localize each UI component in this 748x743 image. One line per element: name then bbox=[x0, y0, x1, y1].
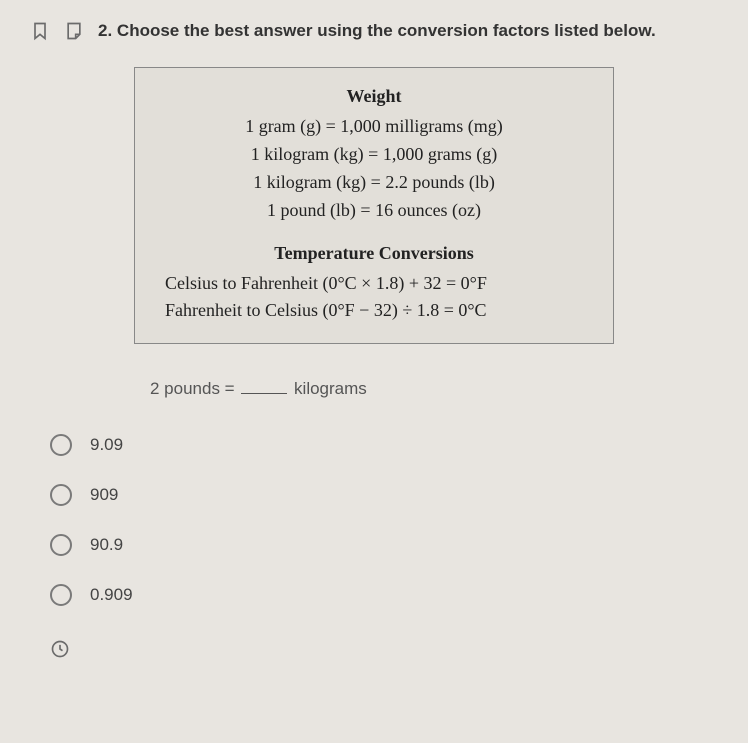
question-prompt-text: Choose the best answer using the convers… bbox=[117, 21, 656, 40]
note-icon[interactable] bbox=[64, 20, 84, 42]
fill-suffix: kilograms bbox=[289, 379, 366, 398]
fill-in-question: 2 pounds = kilograms bbox=[150, 379, 718, 399]
bookmark-icon[interactable] bbox=[30, 20, 50, 42]
question-number: 2. bbox=[98, 21, 112, 40]
weight-line: 1 kilogram (kg) = 1,000 grams (g) bbox=[157, 141, 591, 169]
option-label: 0.909 bbox=[90, 585, 133, 605]
temp-line: Celsius to Fahrenheit (0°C × 1.8) + 32 =… bbox=[157, 270, 591, 298]
radio-icon[interactable] bbox=[50, 484, 72, 506]
question-prompt: 2. Choose the best answer using the conv… bbox=[98, 21, 656, 41]
option-a[interactable]: 9.09 bbox=[50, 434, 718, 456]
answer-options: 9.09 909 90.9 0.909 bbox=[50, 434, 718, 606]
option-label: 9.09 bbox=[90, 435, 123, 455]
weight-line: 1 gram (g) = 1,000 milligrams (mg) bbox=[157, 113, 591, 141]
radio-icon[interactable] bbox=[50, 584, 72, 606]
weight-line: 1 kilogram (kg) = 2.2 pounds (lb) bbox=[157, 169, 591, 197]
radio-icon[interactable] bbox=[50, 434, 72, 456]
fill-prefix: 2 pounds = bbox=[150, 379, 239, 398]
blank-line bbox=[241, 393, 287, 394]
weight-title: Weight bbox=[157, 86, 591, 107]
clock-icon[interactable] bbox=[50, 639, 70, 659]
option-label: 90.9 bbox=[90, 535, 123, 555]
option-label: 909 bbox=[90, 485, 118, 505]
option-d[interactable]: 0.909 bbox=[50, 584, 718, 606]
radio-icon[interactable] bbox=[50, 534, 72, 556]
option-b[interactable]: 909 bbox=[50, 484, 718, 506]
option-c[interactable]: 90.9 bbox=[50, 534, 718, 556]
question-header: 2. Choose the best answer using the conv… bbox=[30, 20, 718, 42]
conversion-factors-box: Weight 1 gram (g) = 1,000 milligrams (mg… bbox=[134, 67, 614, 344]
weight-line: 1 pound (lb) = 16 ounces (oz) bbox=[157, 197, 591, 225]
temp-line: Fahrenheit to Celsius (0°F − 32) ÷ 1.8 =… bbox=[157, 297, 591, 325]
temperature-title: Temperature Conversions bbox=[157, 243, 591, 264]
